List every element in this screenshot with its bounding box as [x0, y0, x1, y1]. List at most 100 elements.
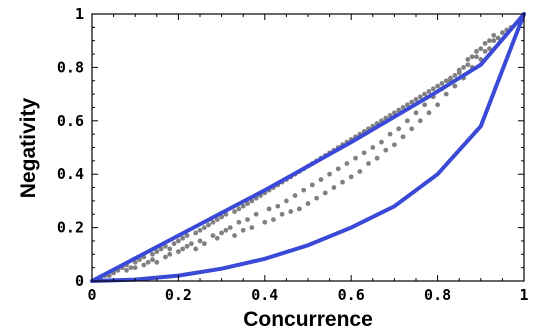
data-point — [318, 177, 324, 182]
data-point — [227, 225, 233, 231]
data-point — [327, 171, 332, 177]
y-axis-title: Negativity — [17, 98, 40, 199]
data-point — [452, 83, 458, 89]
data-point — [236, 206, 242, 212]
data-point — [396, 126, 402, 132]
data-point — [176, 249, 181, 255]
data-point — [197, 227, 203, 233]
data-point — [210, 219, 216, 225]
data-point — [443, 78, 449, 84]
data-point — [184, 233, 190, 239]
data-point — [279, 211, 285, 217]
data-point — [301, 187, 307, 193]
data-point — [240, 203, 246, 209]
data-point — [180, 235, 186, 241]
data-point — [357, 169, 363, 174]
data-point — [232, 233, 237, 239]
data-point — [413, 97, 419, 102]
data-point — [495, 35, 501, 41]
data-point — [275, 203, 281, 209]
boundary-curves — [90, 12, 526, 283]
data-point — [461, 65, 466, 70]
data-point — [448, 75, 453, 81]
data-point — [400, 134, 406, 140]
data-point — [188, 241, 194, 247]
data-point — [141, 262, 147, 268]
data-point — [417, 94, 423, 100]
data-point — [193, 246, 199, 252]
data-point — [465, 62, 471, 68]
y-tick-label: 0.8 — [57, 58, 84, 76]
data-point — [404, 118, 410, 124]
data-point — [422, 102, 428, 108]
data-point — [201, 241, 207, 247]
data-point — [150, 257, 155, 263]
data-point — [124, 267, 129, 273]
data-point — [383, 147, 389, 153]
y-tick-label: 0.4 — [57, 165, 84, 183]
data-point — [482, 48, 488, 54]
data-point — [214, 217, 220, 222]
data-point — [163, 254, 168, 260]
data-point — [128, 265, 134, 271]
axis-ticks — [91, 13, 525, 282]
data-point — [366, 161, 371, 166]
data-point — [245, 217, 250, 222]
x-tick-label: 0.6 — [338, 286, 365, 304]
data-point — [430, 86, 436, 92]
data-point — [482, 40, 488, 46]
data-point — [374, 155, 380, 161]
data-point — [456, 67, 462, 73]
data-point — [409, 126, 415, 132]
data-point — [271, 217, 276, 222]
data-point — [245, 201, 250, 206]
data-point — [154, 249, 160, 255]
x-axis-title: Concurrence — [243, 308, 373, 331]
data-point — [314, 195, 320, 201]
lower-bound-curve — [90, 12, 526, 283]
data-point — [193, 230, 199, 236]
data-point — [253, 211, 259, 217]
data-point — [223, 227, 229, 233]
y-tick-label: 0 — [75, 272, 84, 290]
data-point — [435, 83, 440, 89]
upper-bound-curve — [90, 12, 526, 283]
data-point — [176, 238, 181, 244]
x-tick-label: 0.4 — [251, 286, 278, 304]
data-point — [474, 48, 479, 54]
x-tick-label: 1 — [519, 286, 528, 304]
data-point — [322, 190, 328, 196]
y-tick-label: 0.2 — [57, 219, 84, 237]
data-point — [417, 118, 423, 124]
data-point — [150, 251, 155, 257]
data-point — [167, 246, 173, 252]
data-point — [387, 131, 393, 137]
data-point — [154, 259, 160, 265]
y-tick-label: 1 — [75, 5, 84, 23]
data-point — [439, 81, 445, 86]
data-point — [292, 193, 298, 198]
data-point — [400, 105, 406, 110]
data-point — [158, 246, 164, 252]
x-tick-label: 0.2 — [165, 286, 192, 304]
data-point — [487, 46, 492, 52]
data-point — [344, 161, 350, 166]
data-point — [469, 54, 475, 60]
data-point — [500, 30, 505, 36]
data-point — [132, 265, 138, 271]
data-points — [98, 24, 514, 281]
data-point — [184, 243, 190, 249]
data-point — [392, 142, 397, 148]
data-point — [309, 182, 315, 188]
data-point — [240, 227, 246, 233]
data-point — [335, 166, 341, 172]
data-point — [288, 209, 294, 214]
data-point — [249, 225, 255, 231]
data-point — [201, 225, 207, 231]
data-point — [145, 259, 151, 265]
data-point — [465, 56, 471, 62]
data-point — [422, 91, 428, 97]
data-point — [236, 219, 242, 225]
data-point — [370, 145, 376, 150]
data-point — [487, 38, 492, 44]
